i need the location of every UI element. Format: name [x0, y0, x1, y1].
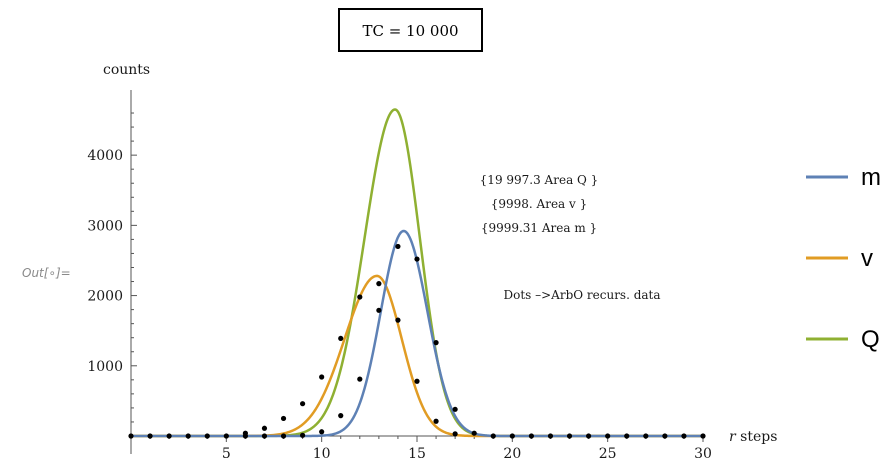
data-dot	[471, 430, 477, 436]
x-tick-label: 10	[313, 446, 331, 460]
legend: m v Q	[806, 164, 881, 353]
data-dot	[185, 433, 191, 439]
data-dot	[547, 433, 554, 439]
data-dot	[395, 243, 401, 250]
data-dot	[452, 431, 458, 437]
data-dot	[128, 433, 134, 439]
series-line-m	[130, 229, 704, 438]
data-dot	[147, 433, 153, 439]
data-dot	[166, 433, 172, 439]
x-tick-label: 15	[408, 446, 426, 460]
data-dot	[662, 433, 668, 439]
data-dot	[319, 429, 325, 435]
data-dot	[223, 433, 229, 439]
data-dot	[338, 335, 344, 342]
data-dot	[280, 415, 287, 422]
annotation-area-q: {19 997.3 Area Q }	[480, 173, 599, 187]
y-tick-label: 3000	[87, 218, 123, 234]
data-dot	[586, 433, 592, 439]
data-dot	[681, 433, 687, 439]
data-dot	[700, 433, 706, 439]
data-dot	[357, 376, 363, 382]
data-dot	[414, 378, 420, 384]
legend-label-Q: Q	[861, 326, 880, 353]
y-tick-label: 2000	[87, 289, 123, 305]
chart-title: TC = 10 000	[362, 22, 458, 40]
axes: 5 10 15 20 25 30 1000 2000 3000 4000	[87, 90, 712, 460]
data-dot	[528, 433, 535, 439]
data-dot	[280, 433, 287, 439]
data-dot	[376, 307, 382, 313]
data-dot	[319, 374, 325, 380]
data-dot	[566, 433, 573, 439]
data-dot	[433, 340, 439, 346]
y-tick-label: 1000	[87, 359, 123, 375]
legend-label-m: m	[861, 164, 881, 191]
data-dot	[300, 401, 306, 407]
series-line-Q	[130, 108, 704, 438]
data-dot	[643, 433, 649, 439]
data-dot	[357, 294, 363, 300]
data-dot	[204, 433, 210, 439]
data-dot	[395, 317, 401, 323]
data-dot	[433, 418, 439, 424]
data-dot	[414, 256, 420, 262]
annotation-area-v: {9998. Area v }	[491, 197, 588, 211]
data-dot	[376, 281, 382, 287]
y-tick-label: 4000	[87, 148, 123, 164]
chart-curves	[130, 108, 704, 438]
data-dots	[128, 243, 706, 439]
data-dot	[509, 433, 515, 439]
y-axis-label: counts	[103, 62, 150, 78]
data-dot	[605, 433, 611, 439]
annotation-area-m: {9999.31 Area m }	[481, 221, 597, 235]
data-dot	[490, 433, 496, 439]
data-dot	[261, 433, 268, 439]
chart-title-box	[338, 8, 483, 52]
data-dot	[624, 433, 630, 439]
legend-label-v: v	[861, 245, 873, 272]
data-dot	[338, 413, 344, 419]
x-tick-label: 25	[599, 446, 617, 460]
output-cell-label: Out[∘]=	[22, 266, 71, 280]
x-axis-label: r steps	[729, 429, 777, 445]
x-tick-label: 5	[222, 446, 231, 460]
x-tick-label: 20	[503, 446, 521, 460]
data-dot	[242, 430, 248, 436]
data-dot	[261, 425, 268, 431]
data-dot	[300, 432, 306, 438]
annotation-dots: Dots –>ArbO recurs. data	[503, 288, 660, 302]
data-dot	[452, 406, 458, 412]
x-tick-label: 30	[694, 446, 712, 460]
